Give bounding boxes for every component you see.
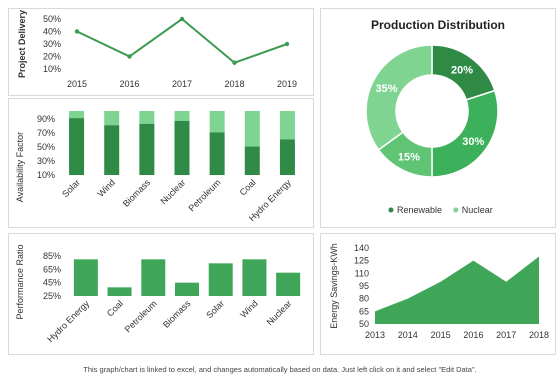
project-delivery-panel: Project Delivery 50% 40% 30% 20% 10% 2015 2016 2… <box>8 8 314 96</box>
y-tick-label: 50 <box>359 319 369 329</box>
x-tick-label: Biomass <box>121 177 153 209</box>
performance-bar <box>208 263 233 296</box>
slice-label: 30% <box>462 136 484 148</box>
y-axis-title: Performance Ratio <box>15 244 25 319</box>
legend-label: Nuclear <box>462 205 493 215</box>
y-axis-title: Energy Savings-KWh <box>329 243 339 329</box>
performance-ratio-chart: Performance Ratio 85% 65% 45% 25%Hydro Energ… <box>15 244 301 344</box>
x-tick-label: 2018 <box>529 330 549 340</box>
y-tick-label: 40% <box>43 27 61 37</box>
legend-marker <box>388 207 394 213</box>
bar-lower-segment <box>279 139 295 175</box>
delivery-point <box>74 29 80 34</box>
y-tick-label: 50% <box>43 14 61 24</box>
donut-slice <box>431 89 499 178</box>
y-tick-label: 25% <box>43 291 61 301</box>
x-tick-label: Solar <box>60 177 82 199</box>
x-tick-label: Petroleum <box>123 298 159 334</box>
y-tick-label: 65% <box>43 264 61 274</box>
delivery-point <box>179 16 185 22</box>
production-distribution-chart: Production Distribution 20% 30% 15% 35% Renew… <box>365 18 505 215</box>
x-tick-label: 2015 <box>431 330 451 340</box>
slice-label: 35% <box>376 83 398 95</box>
bar-upper-segment <box>209 111 225 133</box>
delivery-point <box>284 41 290 47</box>
delivery-point <box>127 54 132 59</box>
bar-lower-segment <box>104 125 120 175</box>
y-tick-label: 10% <box>43 64 61 74</box>
x-tick-label: Nuclear <box>265 298 294 327</box>
x-tick-label: Coal <box>105 298 125 318</box>
x-tick-label: 2019 <box>277 79 297 89</box>
bar-upper-segment <box>104 111 120 126</box>
x-tick-label: 2018 <box>224 79 244 89</box>
energy-savings-panel: Energy Savings-KWh 140 125 110 95 80 65 50 2013 2… <box>320 233 556 355</box>
legend-marker <box>453 207 459 213</box>
x-tick-label: 2016 <box>463 330 483 340</box>
delivery-line <box>76 17 288 64</box>
y-tick-label: 110 <box>355 268 369 278</box>
bar-lower-segment <box>209 132 225 175</box>
y-tick-label: 50% <box>37 142 55 152</box>
y-tick-label: 80 <box>359 294 369 304</box>
bar-lower-segment <box>69 118 85 175</box>
y-tick-label: 30% <box>43 39 61 49</box>
performance-bar <box>175 282 199 296</box>
availability-factor-chart: Availability Factor 90% 70% 50% 30% 10% Solar W… <box>15 111 295 223</box>
performance-ratio-panel: Performance Ratio 85% 65% 45% 25% Hydro Energ… <box>8 233 314 355</box>
performance-bar <box>141 259 166 296</box>
bar-upper-segment <box>69 111 85 119</box>
bar-lower-segment <box>174 120 190 175</box>
y-tick-label: 95 <box>359 281 369 291</box>
y-tick-label: 20% <box>43 52 61 62</box>
y-tick-label: 65 <box>359 306 369 316</box>
bar-upper-segment <box>244 111 260 147</box>
performance-bar <box>242 259 267 296</box>
x-tick-label: Wind <box>238 298 260 320</box>
x-tick-label: 2016 <box>119 79 139 89</box>
x-tick-label: 2015 <box>67 79 87 89</box>
y-tick-label: 10% <box>37 170 55 180</box>
y-tick-label: 45% <box>43 278 61 288</box>
x-tick-label: 2013 <box>365 330 385 340</box>
project-delivery-chart: Project Delivery 50% 40% 30% 20% 10% 2015 2016 2… <box>17 10 297 89</box>
bar-upper-segment <box>174 111 190 121</box>
slice-label: 20% <box>451 65 473 77</box>
x-tick-label: Wind <box>96 177 118 199</box>
y-axis-title: Project Delivery <box>17 10 27 78</box>
x-tick-label: Hydro Energy <box>45 298 91 344</box>
bar-lower-segment <box>244 146 260 175</box>
footer-note: This graph/chart is linked to excel, and… <box>83 365 477 374</box>
y-tick-label: 30% <box>37 156 55 166</box>
performance-bar <box>276 272 301 296</box>
y-axis-title: Availability Factor <box>15 132 25 202</box>
x-tick-label: Coal <box>238 177 258 197</box>
bar-lower-segment <box>139 123 155 175</box>
x-tick-label: 2017 <box>172 79 192 89</box>
bar-upper-segment <box>279 111 295 140</box>
legend-label: Renewable <box>397 205 442 215</box>
x-tick-label: Biomass <box>161 298 193 330</box>
donut-slice <box>365 44 433 151</box>
y-tick-label: 90% <box>37 114 55 124</box>
savings-area <box>375 256 539 324</box>
x-tick-label: 2014 <box>398 330 418 340</box>
y-tick-label: 85% <box>43 251 61 261</box>
y-tick-label: 70% <box>37 128 55 138</box>
bar-upper-segment <box>139 111 155 124</box>
y-tick-label: 125 <box>354 256 369 266</box>
slice-label: 15% <box>398 151 420 163</box>
delivery-point <box>232 60 237 65</box>
x-tick-label: Solar <box>204 298 226 320</box>
performance-bar <box>73 259 98 296</box>
y-tick-label: 140 <box>354 243 369 253</box>
production-distribution-panel: Production Distribution 20% 30% 15% 35% Renew… <box>320 8 556 228</box>
availability-factor-panel: Availability Factor 90% 70% 50% 30% 10% Solar W… <box>8 98 314 228</box>
x-tick-label: Petroleum <box>186 177 222 213</box>
x-tick-label: Nuclear <box>158 177 187 206</box>
chart-title: Production Distribution <box>371 18 505 32</box>
x-tick-label: 2017 <box>496 330 516 340</box>
performance-bar <box>107 287 132 296</box>
